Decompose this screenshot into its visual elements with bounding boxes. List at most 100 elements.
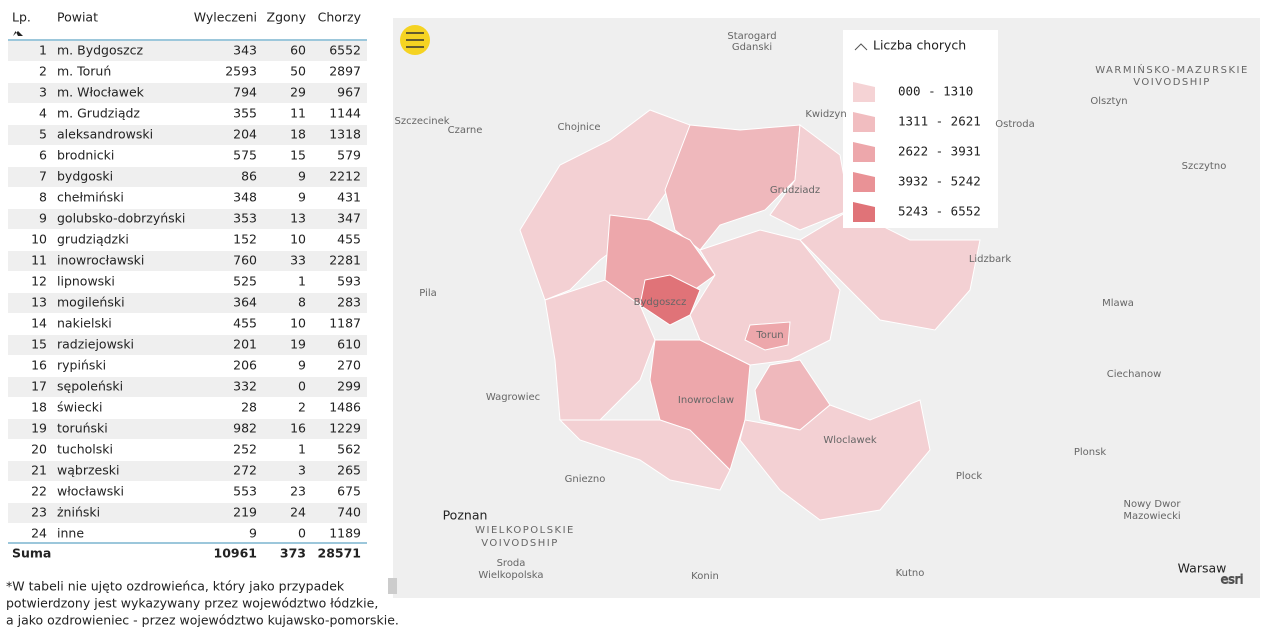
cell: 10 bbox=[290, 232, 306, 247]
scrollbar[interactable] bbox=[388, 578, 397, 594]
map-label: Inowroclaw bbox=[678, 395, 734, 406]
cell: 8 bbox=[298, 295, 306, 310]
total-cell: 10961 bbox=[214, 546, 258, 561]
map-label: Warsaw bbox=[1178, 561, 1227, 576]
cell: 982 bbox=[233, 421, 257, 436]
cell: 332 bbox=[233, 379, 257, 394]
map-label: Wloclawek bbox=[823, 435, 877, 446]
legend-swatch bbox=[853, 82, 875, 102]
region-map bbox=[519, 109, 981, 521]
legend-label: 2622 - 3931 bbox=[898, 144, 981, 159]
legend-label: 5243 - 6552 bbox=[898, 204, 981, 219]
cell: nakielski bbox=[57, 316, 112, 331]
cell: 794 bbox=[233, 85, 257, 100]
legend-swatch bbox=[853, 202, 875, 222]
cell: mogileński bbox=[57, 295, 125, 310]
cell: 283 bbox=[337, 295, 361, 310]
cell: włocławski bbox=[57, 484, 124, 499]
cell: 740 bbox=[337, 505, 361, 520]
cell: 9 bbox=[39, 211, 47, 226]
cell: 265 bbox=[337, 463, 361, 478]
cell: 206 bbox=[233, 358, 257, 373]
map-label: Wagrowiec bbox=[486, 392, 540, 403]
total-cell: 28571 bbox=[318, 546, 362, 561]
cell: 553 bbox=[233, 484, 257, 499]
legend-label: 000 - 1310 bbox=[898, 84, 973, 99]
cell: 272 bbox=[233, 463, 257, 478]
cell: 0 bbox=[298, 526, 306, 541]
map-label: Sroda bbox=[497, 558, 526, 569]
cell: sępoleński bbox=[57, 379, 123, 394]
cell: 15 bbox=[31, 337, 47, 352]
cell: 219 bbox=[233, 505, 257, 520]
row-band bbox=[8, 41, 367, 61]
cell: rypiński bbox=[57, 358, 106, 373]
cell: 1318 bbox=[329, 127, 361, 142]
cell: m. Grudziądz bbox=[57, 106, 140, 121]
map-label: esri bbox=[1221, 572, 1244, 587]
map-label: Poznan bbox=[443, 508, 488, 523]
cell: 343 bbox=[233, 43, 257, 58]
column-header: Lp. bbox=[12, 10, 31, 25]
collapse-icon[interactable] bbox=[854, 43, 868, 51]
cell: 8 bbox=[39, 190, 47, 205]
cell: toruński bbox=[57, 421, 108, 436]
column-header: Chorzy bbox=[318, 10, 362, 25]
cell: 22 bbox=[31, 484, 47, 499]
total-cell: 373 bbox=[280, 546, 306, 561]
cell: 2212 bbox=[329, 169, 361, 184]
cell: lipnowski bbox=[57, 274, 115, 289]
cell: 3 bbox=[298, 463, 306, 478]
cell: brodnicki bbox=[57, 148, 114, 163]
cell: 86 bbox=[241, 169, 257, 184]
cell: grudziądzki bbox=[57, 232, 129, 247]
sort-arrow bbox=[13, 31, 23, 36]
column-header: Wyleczeni bbox=[194, 10, 257, 25]
footnote: potwierdzony jest wykazywany przez wojew… bbox=[6, 596, 378, 611]
cell: 431 bbox=[337, 190, 361, 205]
cell: 575 bbox=[233, 148, 257, 163]
cell: 9 bbox=[298, 169, 306, 184]
legend-swatch bbox=[853, 112, 875, 132]
map-label: Gdanski bbox=[732, 42, 772, 53]
row-band bbox=[8, 335, 367, 355]
menu-icon bbox=[406, 32, 424, 48]
cell: 525 bbox=[233, 274, 257, 289]
cell: chełmiński bbox=[57, 190, 124, 205]
cell: 675 bbox=[337, 484, 361, 499]
cell: 347 bbox=[337, 211, 361, 226]
map-label: Pila bbox=[419, 288, 437, 299]
cell: 1 bbox=[39, 43, 47, 58]
map-label: Grudziadz bbox=[770, 185, 820, 196]
cell: 455 bbox=[337, 232, 361, 247]
cell: 9 bbox=[298, 190, 306, 205]
row-band bbox=[8, 251, 367, 271]
footnote: a jako ozdrowieniec - przez województwo … bbox=[6, 613, 399, 628]
legend-swatch bbox=[853, 142, 875, 162]
cell: aleksandrowski bbox=[57, 127, 153, 142]
cell: 16 bbox=[290, 421, 306, 436]
cell: 5 bbox=[39, 127, 47, 142]
cell: 9 bbox=[249, 526, 257, 541]
cell: 24 bbox=[290, 505, 306, 520]
cell: 2 bbox=[39, 64, 47, 79]
column-header: Powiat bbox=[57, 10, 98, 25]
cell: 355 bbox=[233, 106, 257, 121]
cell: 19 bbox=[31, 421, 47, 436]
cell: 21 bbox=[31, 463, 47, 478]
cell: 33 bbox=[290, 253, 306, 268]
map-label: Lidzbark bbox=[969, 254, 1012, 265]
map-label: Kutno bbox=[896, 568, 925, 579]
map-label: Szczecinek bbox=[394, 116, 449, 127]
cell: tucholski bbox=[57, 442, 113, 457]
cell: 14 bbox=[31, 316, 47, 331]
cell: 29 bbox=[290, 85, 306, 100]
cell: 10 bbox=[290, 316, 306, 331]
legend-swatch bbox=[853, 172, 875, 192]
map-label: VOIVODSHIP bbox=[481, 538, 559, 549]
cell: 252 bbox=[233, 442, 257, 457]
cell: 455 bbox=[233, 316, 257, 331]
map-label: Mazowiecki bbox=[1123, 511, 1180, 522]
cell: 11 bbox=[290, 106, 306, 121]
cell: bydgoski bbox=[57, 169, 113, 184]
